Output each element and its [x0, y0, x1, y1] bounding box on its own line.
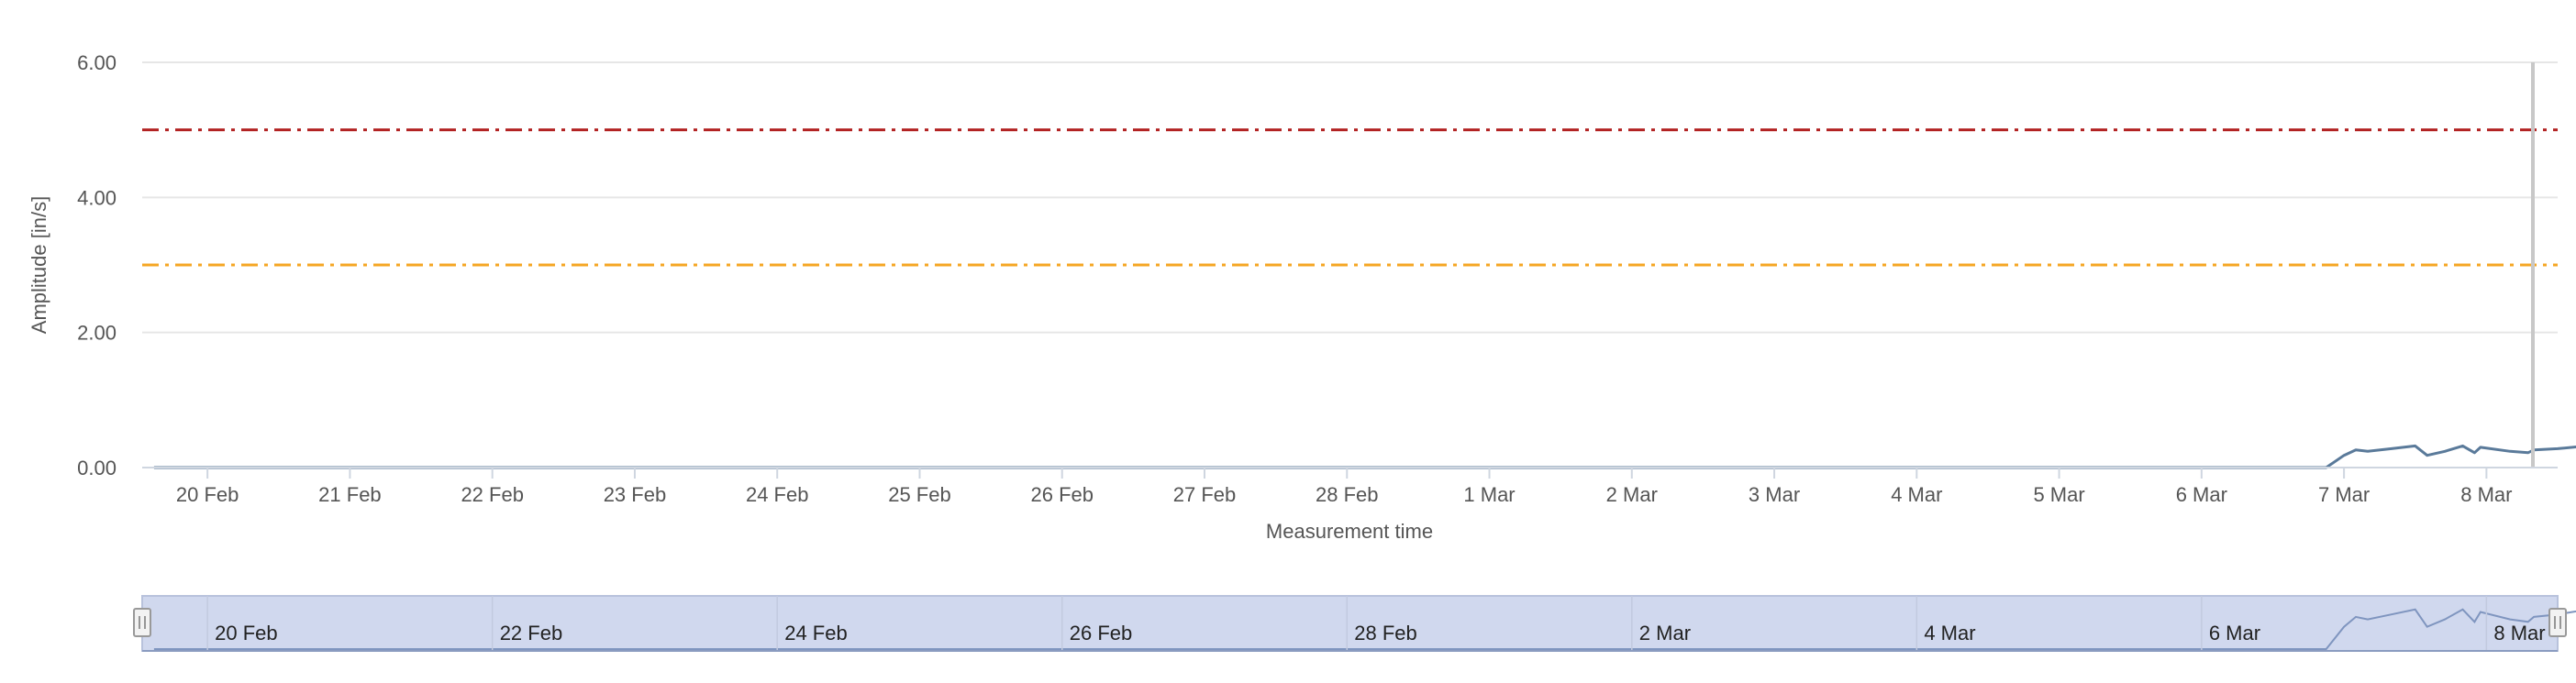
navigator-right-handle[interactable] — [2549, 609, 2566, 636]
handle-grip — [134, 609, 150, 636]
navigator-tick-label: 22 Feb — [500, 622, 563, 644]
x-tick-label: 7 Mar — [2318, 483, 2370, 506]
x-tick-label: 27 Feb — [1173, 483, 1237, 506]
navigator-tick-label: 8 Mar — [2493, 622, 2545, 644]
navigator-tick-label: 2 Mar — [1639, 622, 1691, 644]
x-tick-label: 28 Feb — [1316, 483, 1379, 506]
x-tick-label: 5 Mar — [2033, 483, 2084, 506]
x-tick-label: 25 Feb — [888, 483, 951, 506]
navigator-tick-label: 24 Feb — [784, 622, 848, 644]
series-line — [154, 446, 2576, 468]
x-tick-label: 1 Mar — [1463, 483, 1515, 506]
y-tick-label: 2.00 — [77, 322, 117, 345]
x-tick-label: 24 Feb — [746, 483, 809, 506]
navigator-tick-label: 20 Feb — [215, 622, 278, 644]
navigator-tick-label: 26 Feb — [1070, 622, 1133, 644]
navigator-tick-label: 28 Feb — [1354, 622, 1417, 644]
x-tick-label: 21 Feb — [318, 483, 382, 506]
x-tick-label: 3 Mar — [1749, 483, 1800, 506]
y-axis: 0.00 2.00 4.00 6.00 — [77, 51, 117, 479]
x-tick-label: 22 Feb — [461, 483, 524, 506]
handle-grip — [2549, 609, 2566, 636]
x-axis-label: Measurement time — [1266, 520, 1433, 543]
y-tick-label: 6.00 — [77, 51, 117, 74]
x-tick-label: 20 Feb — [176, 483, 239, 506]
x-tick-label: 6 Mar — [2176, 483, 2227, 506]
x-tick-label: 23 Feb — [604, 483, 667, 506]
navigator-tick-label: 6 Mar — [2209, 622, 2260, 644]
y-tick-label: 0.00 — [77, 457, 117, 479]
x-tick-label: 2 Mar — [1606, 483, 1658, 506]
x-tick-label: 26 Feb — [1030, 483, 1094, 506]
y-tick-label: 4.00 — [77, 186, 117, 209]
x-tick-label: 8 Mar — [2460, 483, 2512, 506]
navigator[interactable]: 20 Feb 22 Feb 24 Feb 26 Feb 28 Feb 2 Mar 4 Mar… — [134, 596, 2576, 651]
navigator-tick-label: 4 Mar — [1924, 622, 1975, 644]
series-layer — [154, 446, 2576, 468]
x-tick-label: 4 Mar — [1891, 483, 1942, 506]
navigator-left-handle[interactable] — [134, 609, 150, 636]
y-axis-label: Amplitude [in/s] — [28, 196, 50, 334]
x-axis: 20 Feb 21 Feb 22 Feb 23 Feb 24 Feb 25 Feb 26 F… — [142, 468, 2558, 506]
